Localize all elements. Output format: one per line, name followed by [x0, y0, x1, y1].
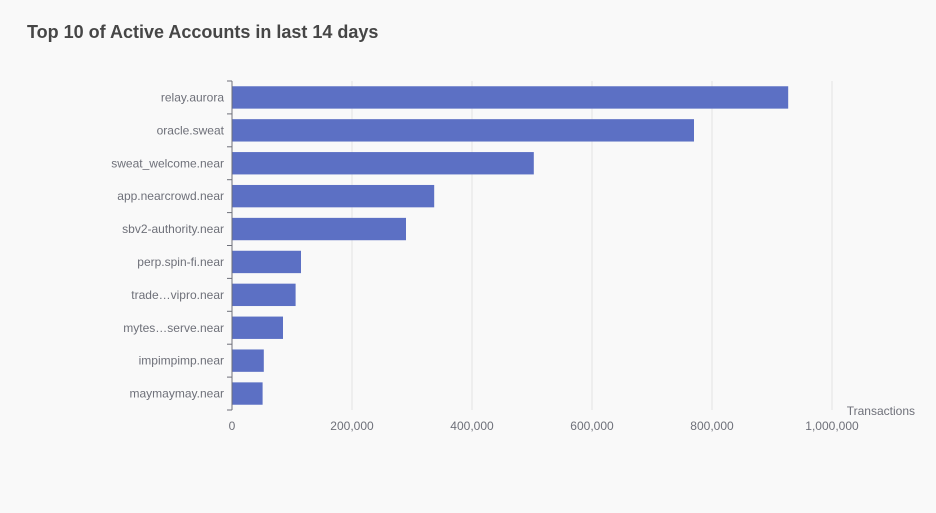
bar [232, 349, 264, 372]
category-label: app.nearcrowd.near [117, 189, 224, 203]
bar [232, 316, 283, 339]
x-tick-label: 400,000 [450, 419, 494, 433]
x-tick-label: 600,000 [570, 419, 614, 433]
category-label: mytes…serve.near [123, 321, 224, 335]
category-label: relay.aurora [161, 90, 224, 104]
category-label: sbv2-authority.near [122, 222, 224, 236]
x-tick-label: 800,000 [690, 419, 734, 433]
x-tick-label: 200,000 [330, 419, 374, 433]
bar [232, 86, 789, 109]
bar [232, 184, 435, 208]
bar [232, 283, 296, 307]
bar [232, 152, 534, 175]
bar [232, 119, 694, 142]
x-tick-label: 0 [229, 419, 236, 433]
bar [232, 217, 406, 241]
bar [232, 250, 301, 274]
x-axis-title: Transactions [847, 404, 915, 418]
x-tick-label: 1,000,000 [805, 419, 859, 433]
chart-title: Top 10 of Active Accounts in last 14 day… [27, 22, 379, 42]
category-label: sweat_welcome.near [111, 156, 224, 170]
category-label: impimpimp.near [139, 354, 224, 368]
category-label: oracle.sweat [157, 123, 225, 137]
category-label: maymaymay.near [130, 387, 224, 401]
category-label: perp.spin-fi.near [137, 255, 224, 269]
category-label: trade…vipro.near [131, 288, 224, 302]
bar [232, 382, 263, 405]
axis-layer: 0 200,000 400,000 600,000 800,000 1,000,000 re… [111, 80, 859, 433]
bar-layer [232, 86, 789, 405]
grid-layer [351, 81, 833, 410]
